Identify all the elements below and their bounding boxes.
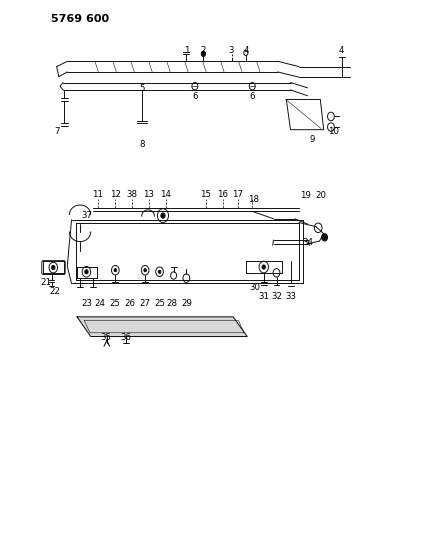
Circle shape — [114, 269, 116, 272]
Text: 3: 3 — [228, 46, 234, 55]
Text: 32: 32 — [271, 292, 282, 301]
Circle shape — [51, 265, 55, 270]
Text: 13: 13 — [143, 190, 154, 199]
Text: 22: 22 — [49, 287, 60, 296]
Text: 17: 17 — [232, 190, 243, 199]
Text: 19: 19 — [300, 191, 311, 200]
Text: 28: 28 — [166, 299, 177, 308]
Text: 1: 1 — [184, 46, 189, 55]
Text: 30: 30 — [249, 283, 260, 292]
Text: 7: 7 — [54, 127, 59, 136]
Text: 25: 25 — [154, 299, 165, 308]
Text: 18: 18 — [248, 195, 259, 204]
Text: 31: 31 — [259, 292, 270, 301]
Text: 38: 38 — [127, 190, 138, 199]
Text: 8: 8 — [139, 140, 145, 149]
Text: 20: 20 — [316, 191, 327, 200]
Text: 37: 37 — [81, 211, 92, 220]
Text: 26: 26 — [124, 299, 135, 308]
Text: 15: 15 — [200, 190, 211, 199]
Circle shape — [85, 270, 88, 274]
Text: 35: 35 — [100, 333, 111, 342]
Text: 25: 25 — [110, 299, 121, 308]
Text: 14: 14 — [160, 190, 171, 199]
Text: 21: 21 — [41, 278, 51, 287]
Text: 2: 2 — [201, 46, 206, 55]
Circle shape — [144, 269, 146, 272]
Text: 4: 4 — [339, 46, 344, 55]
Text: 6: 6 — [250, 92, 255, 101]
Text: 33: 33 — [286, 292, 297, 301]
Text: 12: 12 — [110, 190, 121, 199]
Circle shape — [161, 213, 165, 218]
Text: 16: 16 — [217, 190, 228, 199]
Text: 36: 36 — [120, 333, 131, 342]
Text: 6: 6 — [192, 92, 198, 101]
Text: 11: 11 — [92, 190, 103, 199]
Text: 5769 600: 5769 600 — [51, 14, 109, 25]
Circle shape — [262, 265, 265, 269]
Text: 29: 29 — [181, 299, 192, 308]
Polygon shape — [77, 317, 247, 336]
Circle shape — [321, 233, 327, 241]
Text: 5: 5 — [139, 84, 145, 93]
Text: 4: 4 — [243, 46, 249, 55]
Text: 27: 27 — [140, 299, 151, 308]
Text: 23: 23 — [81, 299, 92, 308]
Circle shape — [201, 51, 205, 56]
Text: 34: 34 — [302, 238, 313, 247]
Text: 24: 24 — [95, 299, 106, 308]
Circle shape — [158, 270, 161, 273]
Text: 10: 10 — [327, 127, 339, 136]
Text: 9: 9 — [309, 135, 315, 144]
